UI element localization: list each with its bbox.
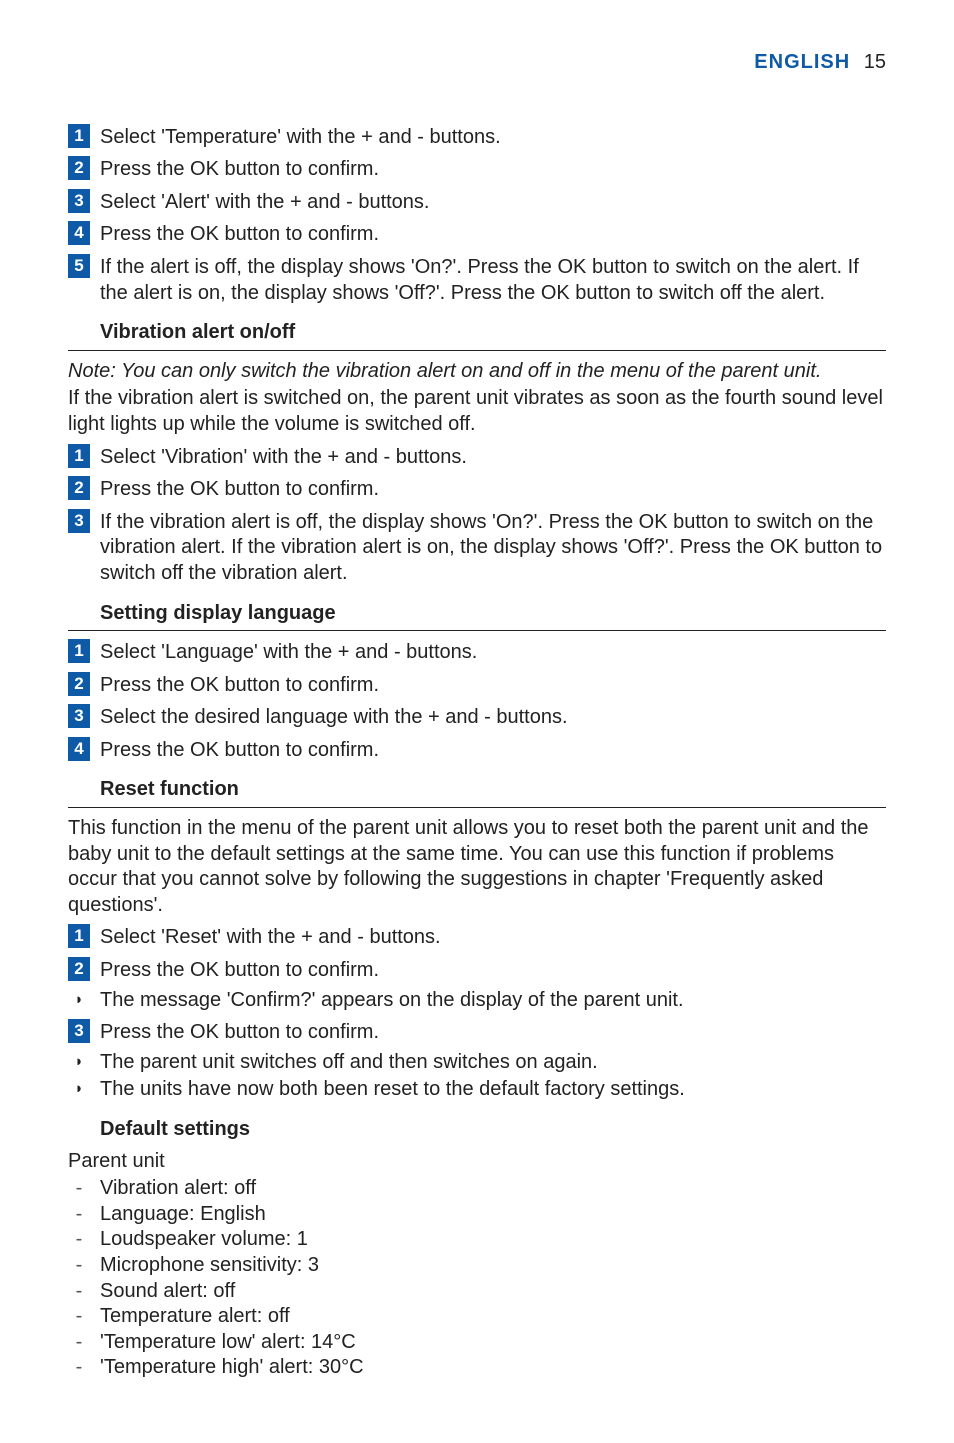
step-text: Select 'Language' with the + and - butto… (100, 639, 886, 666)
section-rule (68, 630, 886, 631)
step-item: 1 Select 'Temperature' with the + and - b… (68, 124, 886, 151)
section-title-reset: Reset function (100, 777, 886, 803)
step-item: 5 If the alert is off, the display shows … (68, 254, 886, 306)
list-item-text: Vibration alert: off (100, 1176, 886, 1202)
step-item: 3 Select the desired language with the + … (68, 704, 886, 731)
result-item: ◗ The units have now both been reset to t… (68, 1077, 886, 1103)
section-reset-steps: 1 Select 'Reset' with the + and - buttons… (68, 924, 886, 1103)
dash-icon: - (68, 1227, 90, 1253)
dash-icon: - (68, 1279, 90, 1305)
list-item: -'Temperature high' alert: 30°C (68, 1355, 886, 1381)
dash-icon: - (68, 1304, 90, 1330)
step-item: 1 Select 'Vibration' with the + and - but… (68, 444, 886, 471)
step-number-icon: 1 (68, 444, 90, 468)
list-item-text: Language: English (100, 1202, 886, 1228)
step-item: 2 Press the OK button to confirm. (68, 957, 886, 984)
step-number-icon: 3 (68, 189, 90, 213)
page-header: ENGLISH 15 (68, 50, 886, 76)
list-item: -Temperature alert: off (68, 1304, 886, 1330)
step-text: Press the OK button to confirm. (100, 221, 886, 248)
section-rule (68, 807, 886, 808)
step-text: Select 'Reset' with the + and - buttons. (100, 924, 886, 951)
defaults-list: -Vibration alert: off -Language: English… (68, 1176, 886, 1381)
result-item: ◗ The message 'Confirm?' appears on the d… (68, 988, 886, 1014)
step-text: Press the OK button to confirm. (100, 156, 886, 183)
step-number-icon: 4 (68, 737, 90, 761)
list-item-text: 'Temperature high' alert: 30°C (100, 1355, 886, 1381)
list-item-text: Sound alert: off (100, 1279, 886, 1305)
section-temperature-steps: 1 Select 'Temperature' with the + and - b… (68, 124, 886, 307)
list-item: -Vibration alert: off (68, 1176, 886, 1202)
step-number-icon: 2 (68, 156, 90, 180)
step-text: Press the OK button to confirm. (100, 476, 886, 503)
section-language-steps: 1 Select 'Language' with the + and - butt… (68, 639, 886, 763)
dash-icon: - (68, 1330, 90, 1356)
section-title-language: Setting display language (100, 601, 886, 627)
intro-text: If the vibration alert is switched on, t… (68, 386, 886, 437)
result-text: The units have now both been reset to th… (100, 1077, 886, 1103)
dash-icon: - (68, 1355, 90, 1381)
step-number-icon: 2 (68, 672, 90, 696)
step-number-icon: 2 (68, 957, 90, 981)
step-item: 2 Press the OK button to confirm. (68, 672, 886, 699)
step-text: Select 'Alert' with the + and - buttons. (100, 189, 886, 216)
list-item-text: Loudspeaker volume: 1 (100, 1227, 886, 1253)
step-text: Press the OK button to confirm. (100, 1019, 886, 1046)
step-item: 3 If the vibration alert is off, the disp… (68, 509, 886, 587)
step-text: Select 'Vibration' with the + and - butt… (100, 444, 886, 471)
step-item: 4 Press the OK button to confirm. (68, 737, 886, 764)
result-item: ◗ The parent unit switches off and then s… (68, 1050, 886, 1076)
step-text: Press the OK button to confirm. (100, 672, 886, 699)
step-item: 1 Select 'Reset' with the + and - buttons… (68, 924, 886, 951)
step-number-icon: 1 (68, 124, 90, 148)
step-item: 3 Select 'Alert' with the + and - buttons… (68, 189, 886, 216)
dash-icon: - (68, 1202, 90, 1228)
list-item-text: 'Temperature low' alert: 14°C (100, 1330, 886, 1356)
list-item: -Language: English (68, 1202, 886, 1228)
step-item: 1 Select 'Language' with the + and - butt… (68, 639, 886, 666)
result-arrow-icon: ◗ (68, 988, 90, 1012)
defaults-subhead: Parent unit (68, 1149, 886, 1175)
step-text: If the alert is off, the display shows '… (100, 254, 886, 306)
step-item: 4 Press the OK button to confirm. (68, 221, 886, 248)
list-item: -Sound alert: off (68, 1279, 886, 1305)
section-rule (68, 350, 886, 351)
list-item: -Loudspeaker volume: 1 (68, 1227, 886, 1253)
section-title-defaults: Default settings (100, 1117, 886, 1143)
step-text: Select the desired language with the + a… (100, 704, 886, 731)
page-number: 15 (864, 51, 886, 73)
note-text: Note: You can only switch the vibration … (68, 359, 886, 385)
step-number-icon: 3 (68, 509, 90, 533)
dash-icon: - (68, 1176, 90, 1202)
list-item-text: Temperature alert: off (100, 1304, 886, 1330)
result-text: The parent unit switches off and then sw… (100, 1050, 886, 1076)
result-text: The message 'Confirm?' appears on the di… (100, 988, 886, 1014)
step-number-icon: 1 (68, 924, 90, 948)
list-item-text: Microphone sensitivity: 3 (100, 1253, 886, 1279)
step-number-icon: 4 (68, 221, 90, 245)
step-text: If the vibration alert is off, the displ… (100, 509, 886, 587)
step-item: 3 Press the OK button to confirm. (68, 1019, 886, 1046)
intro-text: This function in the menu of the parent … (68, 816, 886, 918)
step-number-icon: 3 (68, 704, 90, 728)
step-item: 2 Press the OK button to confirm. (68, 156, 886, 183)
list-item: -'Temperature low' alert: 14°C (68, 1330, 886, 1356)
section-title-vibration: Vibration alert on/off (100, 320, 886, 346)
step-item: 2 Press the OK button to confirm. (68, 476, 886, 503)
step-number-icon: 2 (68, 476, 90, 500)
step-text: Select 'Temperature' with the + and - bu… (100, 124, 886, 151)
step-number-icon: 3 (68, 1019, 90, 1043)
step-text: Press the OK button to confirm. (100, 737, 886, 764)
step-number-icon: 5 (68, 254, 90, 278)
step-text: Press the OK button to confirm. (100, 957, 886, 984)
language-label: ENGLISH (754, 51, 850, 73)
list-item: -Microphone sensitivity: 3 (68, 1253, 886, 1279)
section-vibration-steps: 1 Select 'Vibration' with the + and - but… (68, 444, 886, 587)
dash-icon: - (68, 1253, 90, 1279)
step-number-icon: 1 (68, 639, 90, 663)
result-arrow-icon: ◗ (68, 1077, 90, 1101)
result-arrow-icon: ◗ (68, 1050, 90, 1074)
